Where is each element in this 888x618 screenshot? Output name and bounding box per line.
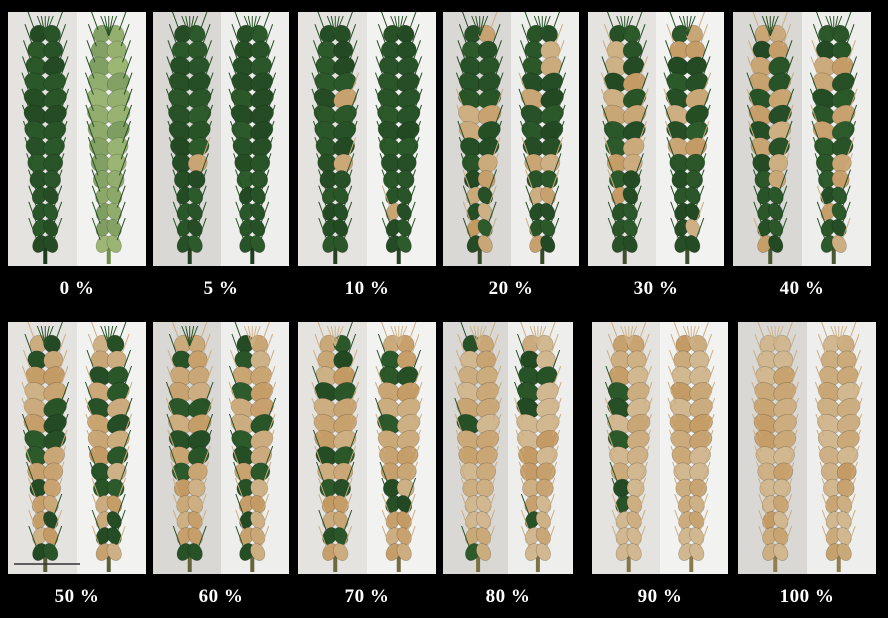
wheat-spike — [374, 12, 423, 264]
wheat-spike — [311, 12, 360, 264]
wheat-ear-photo — [298, 12, 436, 266]
wheat-spike — [454, 322, 502, 572]
wheat-spike — [311, 322, 360, 572]
severity-label: 0 % — [59, 278, 95, 299]
severity-panel-photo — [8, 12, 146, 266]
wheat-spike — [746, 12, 795, 264]
wheat-spike — [667, 322, 716, 572]
severity-label: 80 % — [485, 586, 531, 607]
severity-label: 10 % — [344, 278, 390, 299]
wheat-spike — [228, 322, 277, 572]
wheat-spike — [374, 322, 423, 572]
wheat-spike — [604, 322, 653, 572]
wheat-spike — [600, 12, 649, 264]
severity-label: 30 % — [633, 278, 679, 299]
severity-panel-photo — [298, 12, 436, 266]
wheat-ear-photo — [443, 322, 573, 574]
wheat-spike — [514, 322, 562, 572]
severity-panel-photo — [733, 12, 871, 266]
wheat-ear-photo — [592, 322, 728, 574]
severity-label: 70 % — [344, 586, 390, 607]
severity-panel-photo — [153, 12, 289, 266]
wheat-ear-photo — [443, 12, 579, 266]
severity-panel-photo — [443, 12, 579, 266]
wheat-ear-photo — [8, 322, 146, 574]
panel-row-2: 50 % 60 % 70 % 80 % 90 % 100 % — [0, 310, 888, 618]
severity-label: 20 % — [488, 278, 534, 299]
wheat-spike — [455, 12, 504, 264]
wheat-spike — [84, 322, 133, 572]
wheat-spike — [663, 12, 712, 264]
wheat-spike — [809, 12, 858, 264]
wheat-ear-photo — [153, 12, 289, 266]
wheat-spike — [814, 322, 863, 572]
severity-panel-photo — [8, 322, 146, 574]
severity-label: 5 % — [203, 278, 239, 299]
severity-label: 100 % — [779, 586, 835, 607]
severity-label: 50 % — [54, 586, 100, 607]
wheat-ear-photo — [738, 322, 876, 574]
wheat-spike — [165, 322, 214, 572]
wheat-spike — [751, 322, 800, 572]
wheat-spike — [21, 12, 70, 264]
wheat-ear-photo — [153, 322, 289, 574]
wheat-ear-photo — [8, 12, 146, 266]
severity-panel-photo — [443, 322, 573, 574]
wheat-spike — [21, 322, 70, 572]
severity-label: 40 % — [779, 278, 825, 299]
severity-panel-photo — [588, 12, 724, 266]
severity-panel-photo — [738, 322, 876, 574]
severity-panel-photo — [592, 322, 728, 574]
wheat-spike — [165, 12, 214, 264]
wheat-ear-photo — [733, 12, 871, 266]
wheat-spike — [84, 12, 133, 264]
severity-panel-photo — [153, 322, 289, 574]
severity-label: 60 % — [198, 586, 244, 607]
wheat-ear-photo — [298, 322, 436, 574]
wheat-spike — [228, 12, 277, 264]
wheat-ear-photo — [588, 12, 724, 266]
severity-panel-photo — [298, 322, 436, 574]
severity-label: 90 % — [637, 586, 683, 607]
panel-row-1: 0 % 5 % 10 % 20 % 30 % 40 % — [8, 12, 871, 299]
wheat-spike — [518, 12, 567, 264]
